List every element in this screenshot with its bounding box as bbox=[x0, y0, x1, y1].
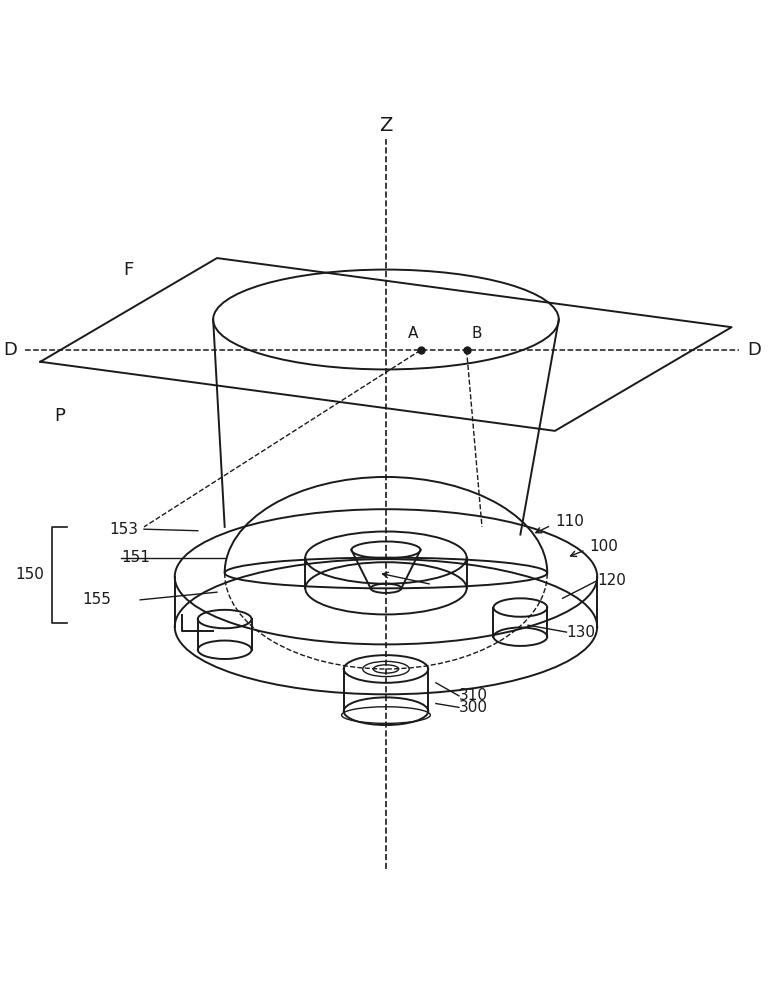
Text: B: B bbox=[471, 326, 482, 341]
Text: P: P bbox=[54, 407, 65, 425]
Text: 153: 153 bbox=[109, 522, 139, 537]
Text: 120: 120 bbox=[598, 573, 626, 588]
Text: 151: 151 bbox=[121, 550, 150, 565]
Text: 155: 155 bbox=[82, 592, 112, 607]
Text: 300: 300 bbox=[459, 700, 488, 715]
Text: D: D bbox=[3, 341, 17, 359]
Text: 110: 110 bbox=[555, 514, 584, 529]
Text: 310: 310 bbox=[459, 688, 488, 703]
Text: Z: Z bbox=[380, 116, 393, 135]
Text: 150: 150 bbox=[15, 567, 44, 582]
Text: 130: 130 bbox=[567, 625, 595, 640]
Text: D: D bbox=[747, 341, 761, 359]
Text: A: A bbox=[407, 326, 418, 341]
Text: F: F bbox=[123, 261, 134, 279]
Text: 100: 100 bbox=[590, 539, 618, 554]
